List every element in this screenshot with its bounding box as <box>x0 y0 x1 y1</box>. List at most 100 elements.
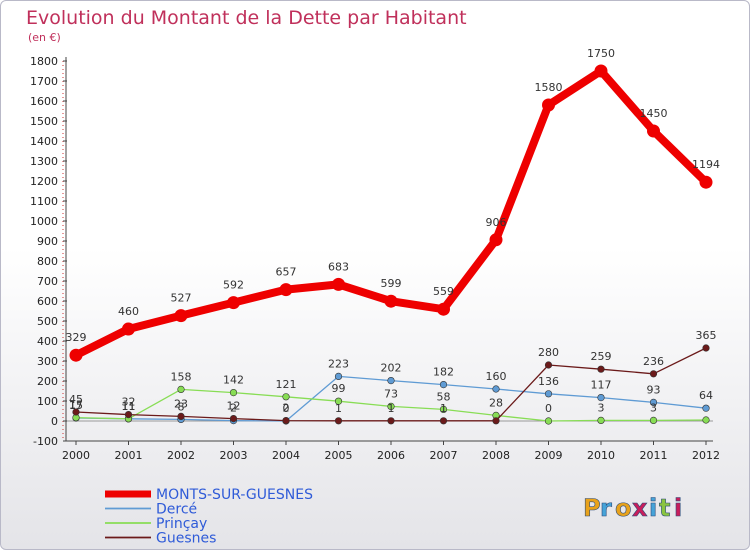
data-point <box>594 64 608 78</box>
data-label: 657 <box>276 266 297 279</box>
data-label: 64 <box>699 389 713 402</box>
data-label: 182 <box>433 366 454 379</box>
data-point <box>334 397 343 405</box>
data-point <box>544 361 553 369</box>
data-point <box>649 398 658 407</box>
data-label: 683 <box>328 260 349 273</box>
axes: -100010020030040050060070080090010001100… <box>30 55 720 462</box>
legend-label: MONTS-SUR-GUESNES <box>156 487 313 503</box>
y-tick-label: 1100 <box>30 195 58 208</box>
data-point <box>279 283 293 297</box>
data-label: 32 <box>122 396 136 409</box>
data-point <box>282 417 290 425</box>
y-tick-label: 400 <box>37 335 58 348</box>
data-label: 1450 <box>640 107 668 120</box>
x-tick-label: 2002 <box>167 449 195 462</box>
x-tick-label: 2012 <box>692 449 720 462</box>
data-point <box>124 411 133 419</box>
data-point <box>387 377 395 385</box>
y-tick-label: 1600 <box>30 95 58 108</box>
data-label: 1 <box>440 402 447 415</box>
x-tick-label: 2004 <box>272 449 300 462</box>
data-label: 599 <box>381 277 402 290</box>
x-tick-label: 2008 <box>482 449 510 462</box>
x-tick-label: 2005 <box>325 449 353 462</box>
data-point <box>544 390 553 398</box>
data-label: 1 <box>388 402 395 415</box>
data-point <box>489 233 503 247</box>
data-point <box>542 98 555 112</box>
data-label: 280 <box>538 346 559 359</box>
data-label: 142 <box>223 374 244 387</box>
data-label: 2 <box>230 402 237 415</box>
data-label: 906 <box>486 216 507 229</box>
data-point <box>439 381 448 389</box>
x-tick-label: 2011 <box>640 449 668 462</box>
series-line <box>72 67 710 360</box>
data-label: 592 <box>223 279 244 292</box>
chart-title: Evolution du Montant de la Dette par Hab… <box>26 7 467 29</box>
data-label: 460 <box>118 305 139 318</box>
data-label: 160 <box>486 370 507 383</box>
data-point <box>229 389 238 397</box>
data-label: 365 <box>696 329 717 342</box>
x-tick-label: 2003 <box>220 449 248 462</box>
logo-letter: r <box>600 494 612 522</box>
data-label: 15 <box>69 399 83 412</box>
x-tick-label: 2009 <box>535 449 563 462</box>
y-tick-label: 1000 <box>30 215 58 228</box>
x-tick-label: 2007 <box>430 449 458 462</box>
data-point <box>227 296 240 310</box>
data-point <box>649 370 658 378</box>
data-point <box>387 402 395 411</box>
data-label: 99 <box>332 382 346 395</box>
data-label: 23 <box>174 397 188 410</box>
data-label: 1 <box>335 402 342 415</box>
data-label: 8 <box>178 400 185 413</box>
data-label: 1750 <box>587 47 615 60</box>
data-label: 2 <box>283 402 290 415</box>
data-point <box>597 394 605 402</box>
data-point <box>177 385 185 394</box>
data-label: 45 <box>69 393 83 406</box>
data-point <box>229 415 238 423</box>
y-tick-label: 900 <box>37 235 58 248</box>
data-label: 1194 <box>692 158 720 171</box>
y-tick-label: 1700 <box>30 75 58 88</box>
y-tick-label: 1300 <box>30 155 58 168</box>
data-point <box>649 416 658 425</box>
y-tick-label: 100 <box>37 395 58 408</box>
data-label: 3 <box>598 401 605 414</box>
data-label: 329 <box>66 331 87 344</box>
logo-letter: i <box>649 494 657 522</box>
data-point <box>387 417 395 425</box>
data-point <box>702 416 710 424</box>
data-point <box>122 322 135 336</box>
legend-label: Prinçay <box>156 516 207 532</box>
data-label: 0 <box>545 402 552 415</box>
data-label: 202 <box>381 362 402 375</box>
y-tick-label: 200 <box>37 375 58 388</box>
data-label: 28 <box>489 396 503 409</box>
logo-letter: o <box>615 494 632 522</box>
data-point <box>702 404 710 412</box>
x-tick-label: 2001 <box>115 449 143 462</box>
data-point <box>177 412 185 421</box>
y-tick-label: 1200 <box>30 175 58 188</box>
data-label: 93 <box>647 383 661 396</box>
y-tick-label: 600 <box>37 295 58 308</box>
y-tick-label: 700 <box>37 275 58 288</box>
data-label: 236 <box>643 355 664 368</box>
data-point <box>597 365 605 373</box>
legend-label: Guesnes <box>156 531 216 547</box>
y-tick-label: 300 <box>37 355 58 368</box>
data-point <box>439 417 448 425</box>
data-point <box>72 408 80 416</box>
data-label: 11 <box>122 400 136 413</box>
data-point <box>439 405 448 414</box>
